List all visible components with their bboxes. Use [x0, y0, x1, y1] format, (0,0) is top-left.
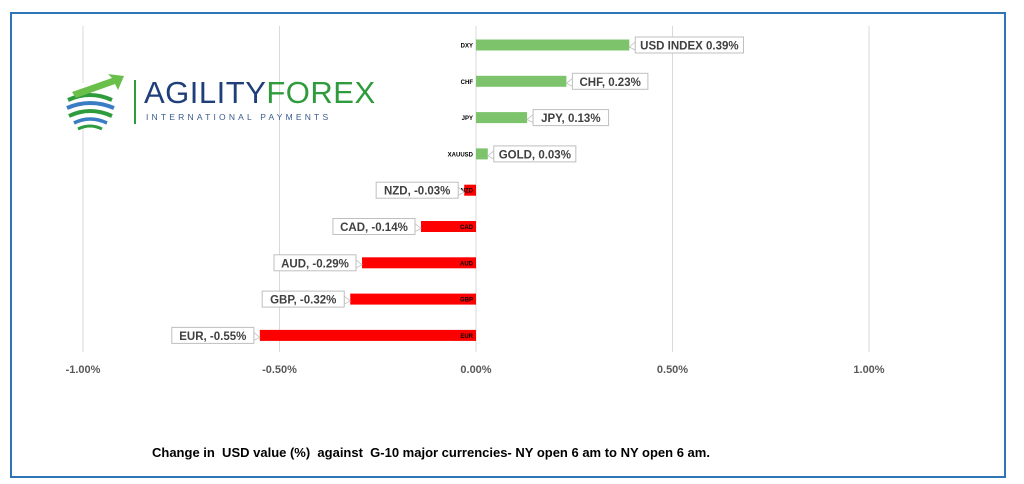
bar — [476, 75, 567, 87]
data-label-pointer — [355, 258, 363, 269]
data-label-box — [493, 145, 577, 163]
data-label: GOLD, 0.03% — [499, 149, 571, 161]
data-label-pointer — [253, 331, 261, 342]
category-label: GBP — [460, 298, 473, 304]
data-label: GBP, -0.32% — [270, 295, 336, 307]
data-label: CAD, -0.14% — [340, 222, 408, 234]
bar — [420, 221, 476, 232]
data-label-box — [171, 326, 255, 344]
bar — [350, 293, 476, 305]
bar — [362, 257, 476, 269]
logo-divider — [134, 80, 136, 124]
data-label-pointer — [487, 150, 495, 160]
x-tick-label: 0.50% — [657, 364, 688, 376]
data-label-box — [532, 109, 610, 127]
x-tick-label: 1.00% — [853, 364, 884, 376]
bar — [476, 112, 528, 124]
category-label: CAD — [460, 225, 474, 231]
bar — [259, 329, 476, 341]
data-label-box — [273, 254, 357, 272]
data-label-box — [571, 72, 649, 90]
category-label: XAUUSD — [448, 152, 474, 158]
chart-frame — [10, 12, 1006, 478]
logo-subtitle: INTERNATIONAL PAYMENTS — [146, 112, 332, 122]
data-label-pointer — [526, 113, 534, 124]
data-label: CHF, 0.23% — [579, 77, 640, 89]
data-label-pointer — [628, 41, 636, 51]
data-label: USD INDEX 0.39% — [640, 41, 738, 53]
category-label: NZD — [461, 189, 474, 195]
chart-caption: Change in USD value (%) against G-10 maj… — [152, 445, 710, 460]
logo-word-agility: AGILITY — [144, 75, 267, 110]
x-tick-label: -0.50% — [262, 364, 297, 376]
data-label-box — [332, 218, 416, 235]
category-label: DXY — [461, 44, 473, 50]
logo-word-forex: FOREX — [266, 75, 376, 110]
bar — [464, 184, 476, 196]
data-label-box — [634, 36, 745, 54]
data-label-pointer — [414, 222, 422, 233]
company-logo: AGILITYFOREX INTERNATIONAL PAYMENTS — [62, 72, 375, 134]
x-tick-label: 0.00% — [460, 364, 491, 376]
category-label: EUR — [460, 334, 473, 340]
x-tick-label: -1.00% — [66, 364, 101, 376]
data-label: JPY, 0.13% — [541, 113, 600, 125]
bar — [476, 39, 630, 51]
category-label: AUD — [460, 261, 474, 267]
category-label: JPY — [462, 116, 473, 122]
data-label: NZD, -0.03% — [384, 186, 450, 198]
data-label-box — [375, 181, 459, 199]
data-label: EUR, -0.55% — [179, 331, 246, 343]
data-label-pointer — [565, 77, 573, 87]
logo-wordmark: AGILITYFOREX — [144, 76, 376, 110]
category-label: CHF — [461, 80, 474, 86]
data-label: AUD, -0.29% — [281, 258, 349, 270]
data-label-pointer — [343, 295, 351, 305]
bar — [476, 148, 488, 160]
globe-arrow-icon — [66, 74, 124, 131]
data-label-box — [261, 290, 345, 308]
